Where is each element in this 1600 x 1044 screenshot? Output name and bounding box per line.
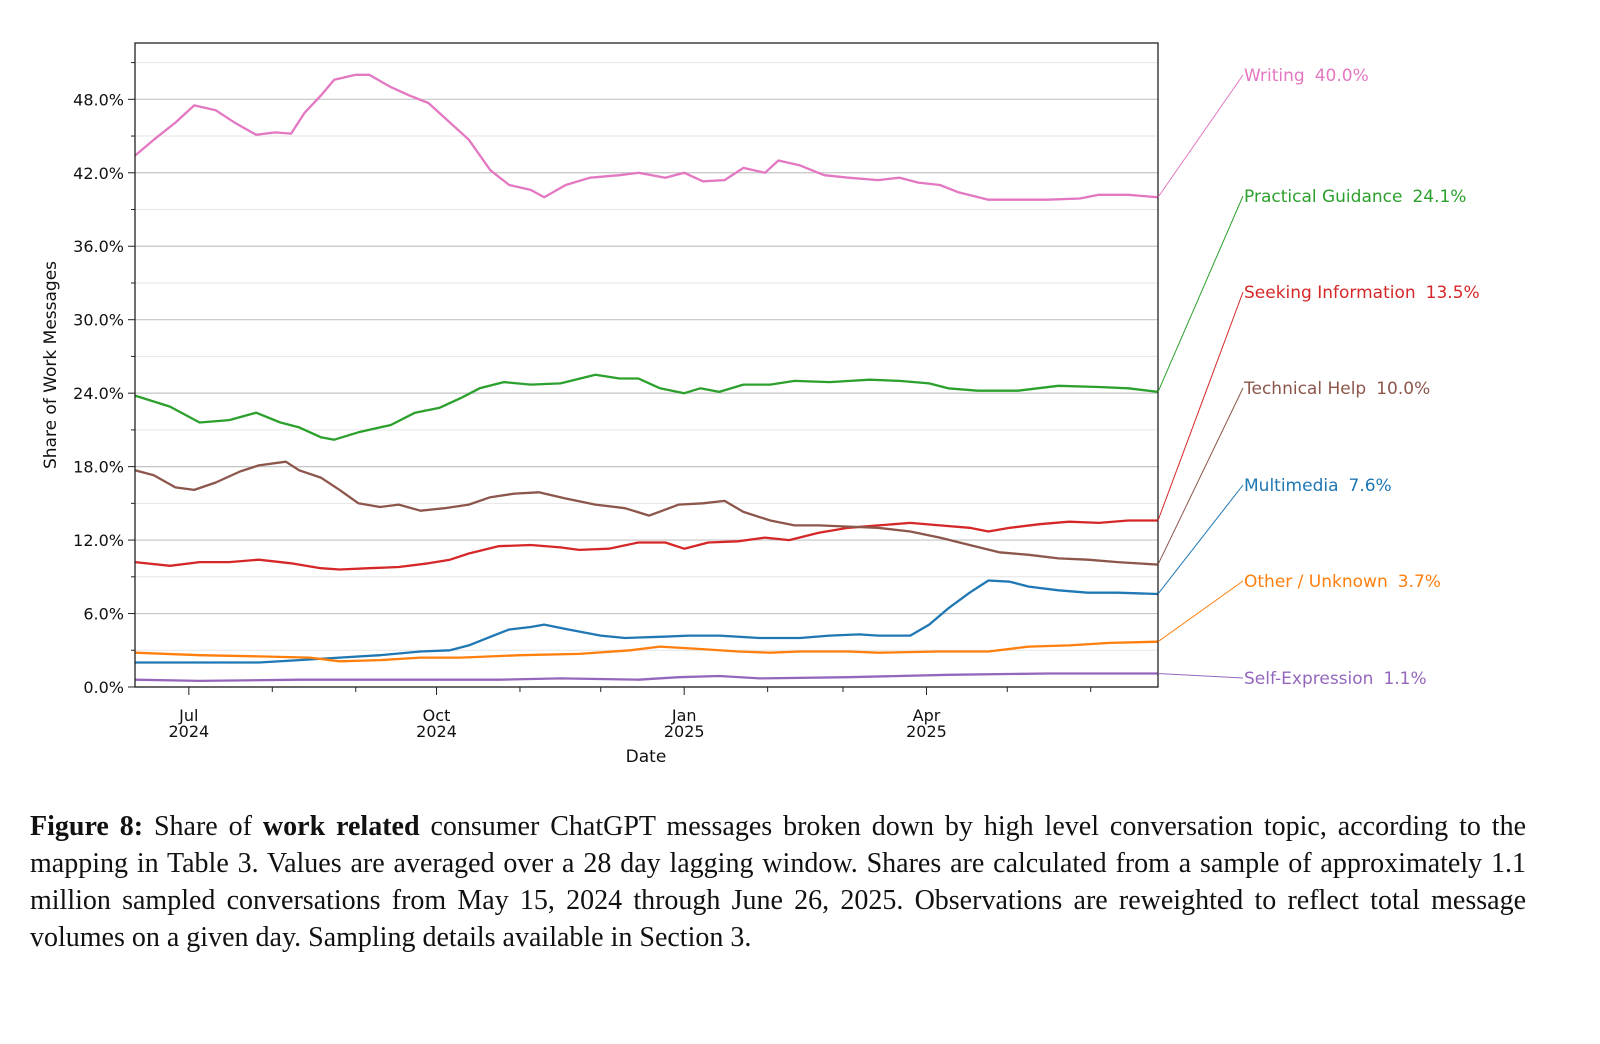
y-tick-label: 30.0% bbox=[73, 311, 124, 330]
y-tick-label: 36.0% bbox=[73, 237, 124, 256]
series-line-practical-guidance bbox=[134, 373, 1159, 441]
series-end-value: 3.7% bbox=[1398, 572, 1441, 592]
x-tick-year: 2025 bbox=[906, 722, 947, 741]
line-chart: 0.0% 6.0% 12.0% 18.0% 24.0% 30.0% 36.0% 42.0% 48… bbox=[41, 42, 1480, 767]
series-name: Multimedia bbox=[1244, 476, 1339, 496]
series-label: Multimedia 7.6% bbox=[1244, 476, 1392, 496]
x-tick-label: Apr bbox=[913, 706, 941, 725]
series-end-value: 24.1% bbox=[1412, 187, 1466, 207]
y-tick-label: 6.0% bbox=[83, 605, 124, 624]
y-tick-label: 18.0% bbox=[73, 458, 124, 477]
series-line-seeking-information bbox=[134, 519, 1158, 571]
grid bbox=[135, 62, 1158, 688]
series-line-other-unknown bbox=[134, 640, 1159, 663]
series-name: Writing bbox=[1244, 66, 1305, 86]
series-label: Writing 40.0% bbox=[1244, 66, 1369, 86]
label-connector bbox=[1157, 195, 1244, 393]
series-name: Seeking Information bbox=[1244, 283, 1416, 303]
x-tick-year: 2025 bbox=[664, 722, 705, 741]
x-axis-label: Date bbox=[626, 747, 667, 767]
end-labels: Writing 40.0% Practical Guidance 24.1% Seeki… bbox=[1157, 66, 1480, 689]
x-tick-label: Jan bbox=[671, 706, 697, 725]
label-connector bbox=[1157, 291, 1244, 521]
series-label: Seeking Information 13.5% bbox=[1244, 283, 1480, 303]
label-connector bbox=[1157, 673, 1244, 679]
series-label: Other / Unknown 3.7% bbox=[1244, 572, 1441, 592]
label-connector bbox=[1157, 484, 1244, 595]
series-name: Self-Expression bbox=[1244, 669, 1373, 689]
axes: 0.0% 6.0% 12.0% 18.0% 24.0% 30.0% 36.0% 42.0% 48… bbox=[73, 62, 1092, 741]
series-line-multimedia bbox=[135, 579, 1159, 664]
series-label: Practical Guidance 24.1% bbox=[1244, 187, 1466, 207]
series-name: Technical Help bbox=[1243, 379, 1366, 399]
series-line-writing bbox=[134, 73, 1159, 201]
y-tick-label: 0.0% bbox=[83, 678, 124, 697]
x-tick-year: 2024 bbox=[416, 722, 457, 741]
series-line-technical-help bbox=[134, 460, 1159, 566]
caption-label: Figure 8: bbox=[30, 811, 144, 842]
series-end-value: 10.0% bbox=[1376, 379, 1430, 399]
series-end-value: 7.6% bbox=[1349, 476, 1392, 496]
figure-caption: Figure 8: Share of work related consumer… bbox=[30, 808, 1526, 956]
series-lines bbox=[134, 73, 1159, 683]
label-connector bbox=[1157, 580, 1244, 643]
series-label: Technical Help 10.0% bbox=[1243, 379, 1430, 399]
y-tick-label: 42.0% bbox=[73, 164, 124, 183]
y-tick-label: 12.0% bbox=[73, 531, 124, 550]
series-end-value: 40.0% bbox=[1315, 66, 1369, 86]
series-line-self-expression bbox=[134, 672, 1158, 683]
series-name: Other / Unknown bbox=[1244, 572, 1388, 592]
caption-bold: work related bbox=[262, 811, 420, 842]
x-tick-year: 2024 bbox=[168, 722, 209, 741]
series-end-value: 1.1% bbox=[1383, 669, 1426, 689]
caption-text-after: consumer ChatGPT messages broken down by… bbox=[30, 811, 1527, 953]
label-connector bbox=[1157, 387, 1244, 565]
series-name: Practical Guidance bbox=[1244, 187, 1402, 207]
plot-frame bbox=[134, 42, 1159, 688]
label-connector bbox=[1157, 74, 1244, 198]
y-tick-label: 48.0% bbox=[73, 90, 124, 109]
series-label: Self-Expression 1.1% bbox=[1244, 669, 1427, 689]
y-axis-label: Share of Work Messages bbox=[41, 261, 61, 469]
y-tick-label: 24.0% bbox=[73, 384, 124, 403]
series-end-value: 13.5% bbox=[1426, 283, 1480, 303]
x-tick-label: Jul bbox=[178, 706, 198, 725]
x-tick-label: Oct bbox=[423, 706, 451, 725]
caption-text-before: Share of bbox=[143, 811, 263, 842]
